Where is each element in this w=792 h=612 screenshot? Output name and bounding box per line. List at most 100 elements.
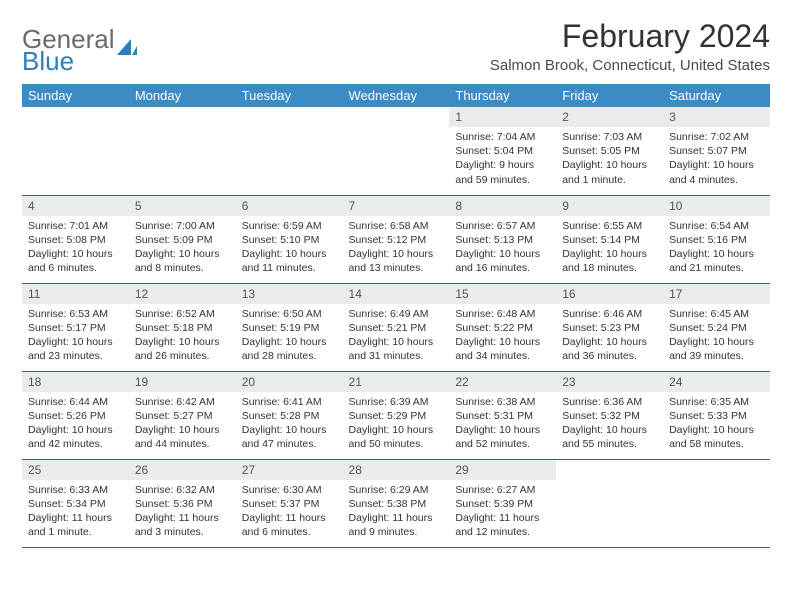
sunset-text: Sunset: 5:37 PM xyxy=(242,497,337,511)
daylight-text: Daylight: 10 hours and 1 minute. xyxy=(562,158,657,186)
sunrise-text: Sunrise: 7:01 AM xyxy=(28,219,123,233)
sunset-text: Sunset: 5:28 PM xyxy=(242,409,337,423)
sunrise-text: Sunrise: 6:58 AM xyxy=(349,219,444,233)
day-number: 5 xyxy=(129,196,236,216)
daylight-text: Daylight: 10 hours and 36 minutes. xyxy=(562,335,657,363)
calendar-day-cell: 29Sunrise: 6:27 AMSunset: 5:39 PMDayligh… xyxy=(449,459,556,547)
calendar-day-cell: 5Sunrise: 7:00 AMSunset: 5:09 PMDaylight… xyxy=(129,195,236,283)
month-title: February 2024 xyxy=(490,18,770,55)
calendar-day-cell: 28Sunrise: 6:29 AMSunset: 5:38 PMDayligh… xyxy=(343,459,450,547)
day-number: 8 xyxy=(449,196,556,216)
sunset-text: Sunset: 5:34 PM xyxy=(28,497,123,511)
calendar-day-cell: 22Sunrise: 6:38 AMSunset: 5:31 PMDayligh… xyxy=(449,371,556,459)
day-number: 10 xyxy=(663,196,770,216)
sunrise-text: Sunrise: 6:29 AM xyxy=(349,483,444,497)
logo-text-blue: Blue xyxy=(22,46,74,77)
sunset-text: Sunset: 5:22 PM xyxy=(455,321,550,335)
calendar-week-row: 11Sunrise: 6:53 AMSunset: 5:17 PMDayligh… xyxy=(22,283,770,371)
sunset-text: Sunset: 5:21 PM xyxy=(349,321,444,335)
sunrise-text: Sunrise: 6:33 AM xyxy=(28,483,123,497)
calendar-day-cell: 25Sunrise: 6:33 AMSunset: 5:34 PMDayligh… xyxy=(22,459,129,547)
sunset-text: Sunset: 5:27 PM xyxy=(135,409,230,423)
sunset-text: Sunset: 5:09 PM xyxy=(135,233,230,247)
sunrise-text: Sunrise: 6:39 AM xyxy=(349,395,444,409)
calendar-day-cell: 6Sunrise: 6:59 AMSunset: 5:10 PMDaylight… xyxy=(236,195,343,283)
day-number: 22 xyxy=(449,372,556,392)
day-details: Sunrise: 6:33 AMSunset: 5:34 PMDaylight:… xyxy=(22,480,129,546)
day-name-header: Sunday xyxy=(22,84,129,107)
day-names-row: SundayMondayTuesdayWednesdayThursdayFrid… xyxy=(22,84,770,107)
calendar-day-cell: 16Sunrise: 6:46 AMSunset: 5:23 PMDayligh… xyxy=(556,283,663,371)
daylight-text: Daylight: 9 hours and 59 minutes. xyxy=(455,158,550,186)
day-number: 26 xyxy=(129,460,236,480)
day-number: 29 xyxy=(449,460,556,480)
calendar-page: General February 2024 Salmon Brook, Conn… xyxy=(0,0,792,566)
day-number: 17 xyxy=(663,284,770,304)
daylight-text: Daylight: 10 hours and 44 minutes. xyxy=(135,423,230,451)
sunset-text: Sunset: 5:12 PM xyxy=(349,233,444,247)
day-details: Sunrise: 6:41 AMSunset: 5:28 PMDaylight:… xyxy=(236,392,343,458)
daylight-text: Daylight: 10 hours and 16 minutes. xyxy=(455,247,550,275)
sunset-text: Sunset: 5:13 PM xyxy=(455,233,550,247)
day-name-header: Thursday xyxy=(449,84,556,107)
sunset-text: Sunset: 5:39 PM xyxy=(455,497,550,511)
sunrise-text: Sunrise: 7:02 AM xyxy=(669,130,764,144)
sunset-text: Sunset: 5:38 PM xyxy=(349,497,444,511)
calendar-empty-cell xyxy=(236,107,343,195)
sunset-text: Sunset: 5:32 PM xyxy=(562,409,657,423)
daylight-text: Daylight: 11 hours and 6 minutes. xyxy=(242,511,337,539)
sunrise-text: Sunrise: 6:55 AM xyxy=(562,219,657,233)
sunset-text: Sunset: 5:16 PM xyxy=(669,233,764,247)
day-number: 27 xyxy=(236,460,343,480)
sunset-text: Sunset: 5:23 PM xyxy=(562,321,657,335)
day-name-header: Friday xyxy=(556,84,663,107)
calendar-day-cell: 15Sunrise: 6:48 AMSunset: 5:22 PMDayligh… xyxy=(449,283,556,371)
day-number: 13 xyxy=(236,284,343,304)
day-details: Sunrise: 6:55 AMSunset: 5:14 PMDaylight:… xyxy=(556,216,663,282)
day-number: 3 xyxy=(663,107,770,127)
daylight-text: Daylight: 10 hours and 8 minutes. xyxy=(135,247,230,275)
calendar-day-cell: 12Sunrise: 6:52 AMSunset: 5:18 PMDayligh… xyxy=(129,283,236,371)
calendar-day-cell: 26Sunrise: 6:32 AMSunset: 5:36 PMDayligh… xyxy=(129,459,236,547)
day-details: Sunrise: 6:49 AMSunset: 5:21 PMDaylight:… xyxy=(343,304,450,370)
day-details: Sunrise: 6:53 AMSunset: 5:17 PMDaylight:… xyxy=(22,304,129,370)
day-number: 18 xyxy=(22,372,129,392)
daylight-text: Daylight: 10 hours and 42 minutes. xyxy=(28,423,123,451)
daylight-text: Daylight: 10 hours and 52 minutes. xyxy=(455,423,550,451)
sunset-text: Sunset: 5:24 PM xyxy=(669,321,764,335)
sunrise-text: Sunrise: 6:54 AM xyxy=(669,219,764,233)
day-number: 25 xyxy=(22,460,129,480)
daylight-text: Daylight: 11 hours and 9 minutes. xyxy=(349,511,444,539)
calendar-day-cell: 4Sunrise: 7:01 AMSunset: 5:08 PMDaylight… xyxy=(22,195,129,283)
sunrise-text: Sunrise: 6:38 AM xyxy=(455,395,550,409)
day-details: Sunrise: 6:57 AMSunset: 5:13 PMDaylight:… xyxy=(449,216,556,282)
sunrise-text: Sunrise: 6:53 AM xyxy=(28,307,123,321)
sunrise-text: Sunrise: 6:41 AM xyxy=(242,395,337,409)
sunset-text: Sunset: 5:17 PM xyxy=(28,321,123,335)
day-details: Sunrise: 7:03 AMSunset: 5:05 PMDaylight:… xyxy=(556,127,663,193)
sunset-text: Sunset: 5:33 PM xyxy=(669,409,764,423)
calendar-week-row: 18Sunrise: 6:44 AMSunset: 5:26 PMDayligh… xyxy=(22,371,770,459)
day-details: Sunrise: 6:38 AMSunset: 5:31 PMDaylight:… xyxy=(449,392,556,458)
sunrise-text: Sunrise: 6:30 AM xyxy=(242,483,337,497)
calendar-empty-cell xyxy=(343,107,450,195)
sunrise-text: Sunrise: 6:45 AM xyxy=(669,307,764,321)
day-name-header: Saturday xyxy=(663,84,770,107)
sunrise-text: Sunrise: 6:50 AM xyxy=(242,307,337,321)
day-details: Sunrise: 6:42 AMSunset: 5:27 PMDaylight:… xyxy=(129,392,236,458)
sunset-text: Sunset: 5:14 PM xyxy=(562,233,657,247)
sunset-text: Sunset: 5:08 PM xyxy=(28,233,123,247)
day-number: 16 xyxy=(556,284,663,304)
calendar-week-row: 4 Sunrise: 7:01 AMSunset: 5:08 PM Daylight… xyxy=(22,195,770,283)
sunrise-text: Sunrise: 6:57 AM xyxy=(455,219,550,233)
day-details: Sunrise: 6:29 AMSunset: 5:38 PMDaylight:… xyxy=(343,480,450,546)
calendar-day-cell: 14Sunrise: 6:49 AMSunset: 5:21 PMDayligh… xyxy=(343,283,450,371)
sunset-text: Sunset: 5:18 PM xyxy=(135,321,230,335)
day-number: 4 xyxy=(22,196,129,216)
calendar-day-cell: 7Sunrise: 6:58 AMSunset: 5:12 PMDaylight… xyxy=(343,195,450,283)
day-details: Sunrise: 7:02 AMSunset: 5:07 PMDaylight:… xyxy=(663,127,770,193)
calendar-empty-cell xyxy=(556,459,663,547)
calendar-empty-cell xyxy=(663,459,770,547)
calendar-week-row: 25Sunrise: 6:33 AMSunset: 5:34 PMDayligh… xyxy=(22,459,770,547)
sunrise-text: Sunrise: 6:42 AM xyxy=(135,395,230,409)
